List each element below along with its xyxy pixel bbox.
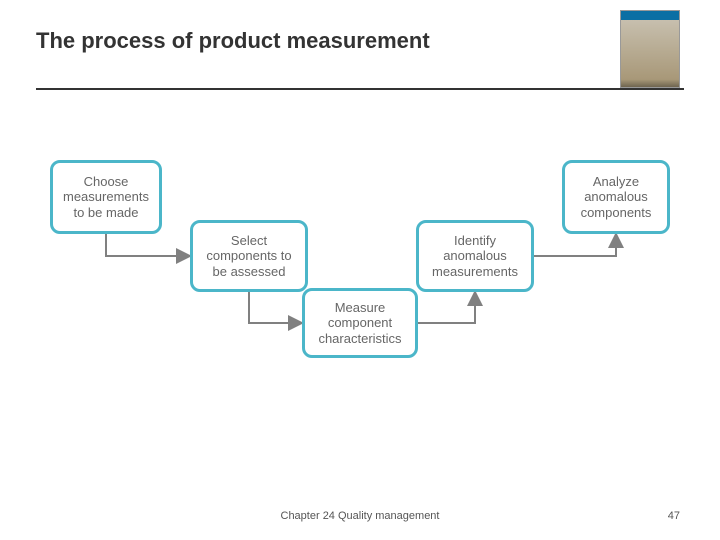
slide: The process of product measurement Choos… <box>0 0 720 540</box>
title-divider <box>36 88 684 90</box>
footer-chapter-label: Chapter 24 Quality management <box>0 510 720 522</box>
footer-page-number: 47 <box>668 510 680 522</box>
flowchart-node-n2: Select components to be assessed <box>190 220 308 292</box>
title-bar: The process of product measurement <box>36 28 684 54</box>
flowchart-node-label: Identify anomalous measurements <box>427 233 523 280</box>
flowchart-node-label: Analyze anomalous components <box>573 174 659 221</box>
flowchart-edge-n1-n2 <box>106 234 190 256</box>
flowchart-node-n4: Identify anomalous measurements <box>416 220 534 292</box>
page-title: The process of product measurement <box>36 28 684 54</box>
flowchart-node-label: Choose measurements to be made <box>61 174 151 221</box>
flowchart-node-n5: Analyze anomalous components <box>562 160 670 234</box>
flowchart-edge-n3-n4 <box>418 292 475 323</box>
flowchart-node-label: Select components to be assessed <box>201 233 297 280</box>
flowchart-edge-n4-n5 <box>534 234 616 256</box>
flowchart-node-n1: Choose measurements to be made <box>50 160 162 234</box>
flowchart-diagram: Choose measurements to be made Select com… <box>0 120 720 420</box>
book-cover-image <box>620 10 680 88</box>
book-cover-thumbnail <box>620 10 680 88</box>
flowchart-node-n3: Measure component characteristics <box>302 288 418 358</box>
flowchart-node-label: Measure component characteristics <box>313 300 407 347</box>
flowchart-edge-n2-n3 <box>249 292 302 323</box>
